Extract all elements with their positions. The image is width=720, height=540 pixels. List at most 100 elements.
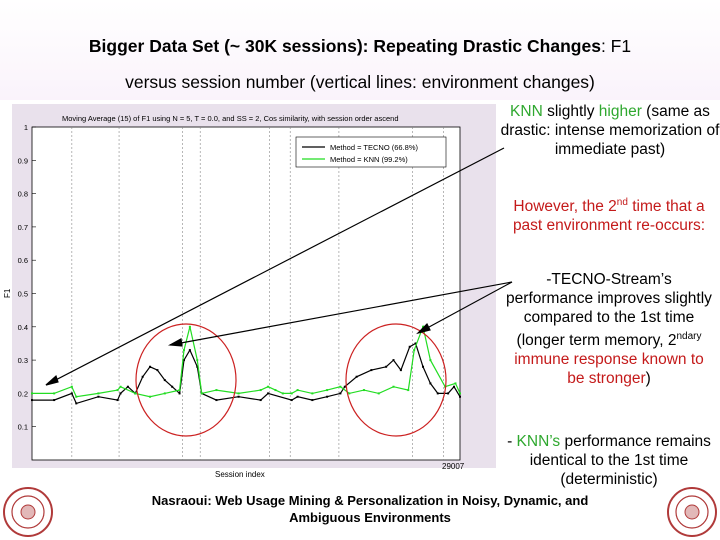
callout-knn-rest: (same as drastic: intense memorization o… <box>500 103 720 158</box>
point-knn <box>116 389 119 392</box>
point-knn <box>163 392 166 395</box>
legend: Method = TECNO (66.8%) Method = KNN (99.… <box>295 136 447 168</box>
point-tecno <box>126 385 129 388</box>
callout-tecno-close: ) <box>645 370 651 388</box>
point-tecno <box>31 399 33 402</box>
y-tick-label: 0.6 <box>18 256 28 265</box>
callout-however-post: time that a past environment re-occurs: <box>512 198 706 235</box>
point-knn <box>290 392 293 395</box>
y-tick-label: 0.5 <box>18 290 28 299</box>
callout-knn-higher-word: higher <box>598 103 642 120</box>
university-seal-logo-left <box>3 487 53 537</box>
point-tecno <box>385 365 388 368</box>
point-tecno <box>290 399 293 402</box>
point-knn <box>454 382 457 385</box>
point-tecno <box>459 395 461 398</box>
point-knn <box>296 389 299 392</box>
arrow-knn-head <box>45 374 59 386</box>
point-tecno <box>259 399 262 402</box>
legend-box <box>295 136 447 168</box>
callout-knn2-word: KNN’s <box>516 433 561 450</box>
point-knn <box>377 392 380 395</box>
point-knn <box>119 385 122 388</box>
point-tecno <box>116 399 119 402</box>
point-tecno <box>447 392 450 395</box>
y-tick-label: 0.7 <box>18 223 28 232</box>
point-knn <box>281 392 284 395</box>
point-tecno <box>422 365 425 368</box>
point-tecno <box>339 392 342 395</box>
point-knn <box>188 325 191 328</box>
point-tecno <box>188 349 191 352</box>
callout-arrows <box>45 147 513 386</box>
point-knn <box>196 359 199 362</box>
point-tecno <box>436 392 439 395</box>
arrow-knn <box>45 147 505 386</box>
point-knn <box>362 389 365 392</box>
chart-title: Moving Average (15) of F1 using N = 5, T… <box>62 114 399 123</box>
y-axis-label: F1 <box>3 288 12 298</box>
point-tecno <box>343 385 346 388</box>
point-tecno <box>215 399 218 402</box>
point-tecno <box>392 359 395 362</box>
point-tecno <box>97 395 100 398</box>
point-knn <box>348 392 351 395</box>
plot-area <box>31 126 461 461</box>
point-tecno <box>399 369 402 372</box>
point-knn <box>259 389 262 392</box>
point-knn <box>237 392 240 395</box>
point-tecno <box>141 375 144 378</box>
title-bold: Bigger Data Set (~ 30K sessions): Repeat… <box>88 36 601 56</box>
point-knn <box>311 392 314 395</box>
point-knn <box>267 385 270 388</box>
point-knn <box>53 392 56 395</box>
point-tecno <box>355 375 358 378</box>
point-tecno <box>163 379 166 382</box>
y-tick-label: 0.2 <box>18 389 28 398</box>
callout-however: However, the 2nd time that a past enviro… <box>498 193 720 235</box>
annotation-circle-first <box>135 323 237 437</box>
y-tick-label: 1 <box>24 123 28 132</box>
point-knn <box>182 349 185 352</box>
point-tecno <box>75 402 78 405</box>
point-knn <box>339 385 342 388</box>
point-tecno <box>326 395 329 398</box>
y-tick-label: 0.4 <box>18 323 28 332</box>
slide-title: Bigger Data Set (~ 30K sessions): Repeat… <box>0 28 720 100</box>
point-tecno <box>408 345 411 348</box>
point-knn <box>392 385 395 388</box>
point-tecno <box>296 395 299 398</box>
point-knn <box>422 325 425 328</box>
point-tecno <box>178 392 181 395</box>
x-axis-label: Session index <box>215 470 265 479</box>
point-tecno <box>196 365 199 368</box>
callout-knn-slightly: slightly <box>542 103 599 120</box>
arrow-tecno-first <box>169 281 513 346</box>
slide-header-background <box>0 0 720 100</box>
y-ticks: 0.1 0.2 0.3 0.4 0.5 0.6 0.7 0.8 0.9 1 <box>18 123 36 432</box>
point-knn <box>274 389 277 392</box>
title-subtitle: versus session number (vertical lines: e… <box>125 72 595 92</box>
arrow-tecno-first-head <box>167 338 183 347</box>
y-tick-label: 0.3 <box>18 356 28 365</box>
callout-knn-identical: - KNN’s performance remains identical to… <box>500 432 718 489</box>
point-tecno <box>267 392 270 395</box>
point-knn <box>200 392 203 395</box>
point-knn <box>134 392 137 395</box>
y-tick-label: 0.1 <box>18 423 28 432</box>
point-knn <box>70 385 73 388</box>
callout-tecno: -TECNO-Stream’s performance improves sli… <box>505 270 713 388</box>
point-tecno <box>414 342 417 345</box>
point-knn <box>31 392 33 395</box>
point-knn <box>215 389 218 392</box>
callout-however-sup: nd <box>616 197 628 208</box>
point-knn <box>178 389 181 392</box>
point-knn <box>429 359 432 362</box>
series-lines <box>31 324 461 405</box>
arrow-tecno-second <box>417 281 513 334</box>
point-tecno <box>237 395 240 398</box>
callout-knn2-rest: performance remains identical to the 1st… <box>529 433 711 488</box>
point-tecno <box>53 399 56 402</box>
point-tecno <box>70 392 73 395</box>
point-knn <box>149 395 152 398</box>
